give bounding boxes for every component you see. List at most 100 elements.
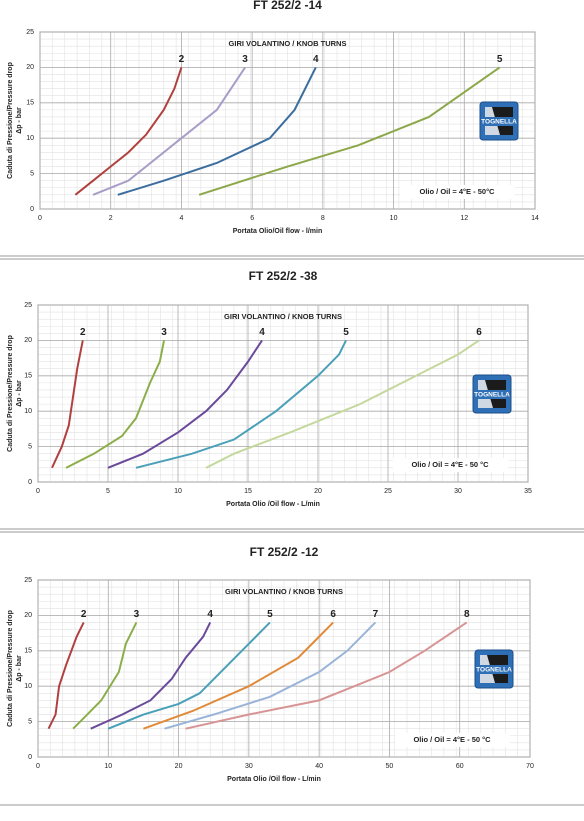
x-tick-label: 40 — [315, 763, 323, 770]
series-label: 4 — [259, 327, 265, 338]
subtitle: GIRI VOLANTINO / KNOB TURNS — [224, 312, 342, 321]
y-tick-label: 15 — [24, 648, 32, 655]
x-axis-label: Portata Olio/Oil flow - l/min — [233, 228, 322, 235]
x-tick-label: 10 — [104, 763, 112, 770]
series-label: 3 — [134, 609, 140, 620]
note-box — [393, 458, 508, 472]
series-line — [92, 66, 246, 196]
y-tick-label: 10 — [24, 683, 32, 690]
x-tick-label: 2 — [109, 215, 113, 222]
x-tick-label: 20 — [314, 488, 322, 495]
series-line — [143, 621, 334, 730]
note: Olio / Oil = 4°E - 50°C — [420, 187, 496, 196]
x-tick-label: 8 — [321, 215, 325, 222]
y-axis-label: Caduta di Pressione/Pressure drop — [7, 62, 14, 179]
logo-band — [475, 390, 509, 399]
x-tick-label: 12 — [460, 215, 468, 222]
series-label: 5 — [343, 327, 349, 338]
y-tick-label: 0 — [30, 206, 34, 213]
y-axis-label: Δp - bar — [16, 107, 23, 134]
x-tick-label: 70 — [526, 763, 534, 770]
series-label: 4 — [313, 54, 319, 65]
logo-text: TOGNELLA — [481, 119, 517, 126]
note-box — [400, 185, 515, 199]
series-label: 8 — [464, 609, 470, 620]
x-tick-label: 0 — [36, 488, 40, 495]
series-line — [198, 66, 501, 196]
chart-title: FT 252/2 -38 — [249, 269, 318, 283]
series-label: 4 — [207, 609, 213, 620]
x-tick-label: 20 — [175, 763, 183, 770]
series-line — [90, 622, 212, 730]
y-tick-label: 10 — [26, 135, 34, 142]
series-line — [164, 621, 377, 730]
y-axis-label: Δp - bar — [16, 655, 23, 682]
y-tick-label: 0 — [28, 754, 32, 761]
series-line — [107, 621, 271, 730]
y-tick-label: 5 — [30, 170, 34, 177]
y-tick-label: 15 — [26, 100, 34, 107]
x-tick-label: 10 — [174, 488, 182, 495]
series-line — [205, 339, 480, 469]
series-line — [65, 340, 165, 469]
y-axis-label: Caduta di Pressione/Pressure drop — [7, 610, 14, 727]
x-tick-label: 0 — [38, 215, 42, 222]
series-label: 2 — [179, 54, 185, 65]
x-tick-label: 0 — [36, 763, 40, 770]
series-label: 5 — [497, 54, 503, 65]
x-tick-label: 35 — [524, 488, 532, 495]
y-tick-label: 25 — [26, 29, 34, 36]
y-tick-label: 10 — [24, 408, 32, 415]
series-label: 7 — [373, 609, 379, 620]
x-tick-label: 6 — [250, 215, 254, 222]
subtitle: GIRI VOLANTINO / KNOB TURNS — [225, 587, 343, 596]
y-tick-label: 5 — [28, 443, 32, 450]
series-line — [117, 66, 317, 196]
x-tick-label: 30 — [245, 763, 253, 770]
series-line — [51, 340, 84, 469]
note-box — [395, 733, 510, 747]
logo-text: TOGNELLA — [476, 667, 512, 674]
series-label: 6 — [476, 327, 482, 338]
series-line — [185, 621, 468, 730]
note: Olio / Oil = 4°E - 50 °C — [411, 460, 489, 469]
x-tick-label: 60 — [456, 763, 464, 770]
y-tick-label: 15 — [24, 373, 32, 380]
x-tick-label: 25 — [384, 488, 392, 495]
series-label: 2 — [81, 609, 87, 620]
x-axis-label: Portata Olio /Oil flow - L/min — [227, 776, 321, 783]
y-tick-label: 20 — [24, 337, 32, 344]
x-tick-label: 5 — [106, 488, 110, 495]
x-tick-label: 50 — [386, 763, 394, 770]
subtitle: GIRI VOLANTINO / KNOB TURNS — [229, 39, 347, 48]
series-label: 3 — [161, 327, 167, 338]
series-line — [74, 67, 183, 196]
y-tick-label: 0 — [28, 479, 32, 486]
y-tick-label: 25 — [24, 577, 32, 584]
series-label: 6 — [330, 609, 336, 620]
logo-band — [482, 117, 516, 126]
y-tick-label: 5 — [28, 718, 32, 725]
y-axis-label: Δp - bar — [16, 380, 23, 407]
x-tick-label: 15 — [244, 488, 252, 495]
logo-band — [477, 665, 511, 674]
series-label: 2 — [80, 327, 86, 338]
y-tick-label: 25 — [24, 302, 32, 309]
chart-title: FT 252/2 -12 — [250, 545, 319, 559]
logo-text: TOGNELLA — [474, 392, 510, 399]
series-line — [47, 622, 85, 730]
series-label: 5 — [267, 609, 273, 620]
x-tick-label: 4 — [179, 215, 183, 222]
series-label: 3 — [242, 54, 248, 65]
y-tick-label: 20 — [24, 612, 32, 619]
note: Olio / Oil = 4°E - 50 °C — [413, 735, 491, 744]
series-line — [135, 339, 347, 469]
y-tick-label: 20 — [26, 64, 34, 71]
x-tick-label: 30 — [454, 488, 462, 495]
y-axis-label: Caduta di Pressione/Pressure drop — [7, 335, 14, 452]
x-tick-label: 10 — [390, 215, 398, 222]
x-tick-label: 14 — [531, 215, 539, 222]
series-line — [107, 339, 263, 469]
